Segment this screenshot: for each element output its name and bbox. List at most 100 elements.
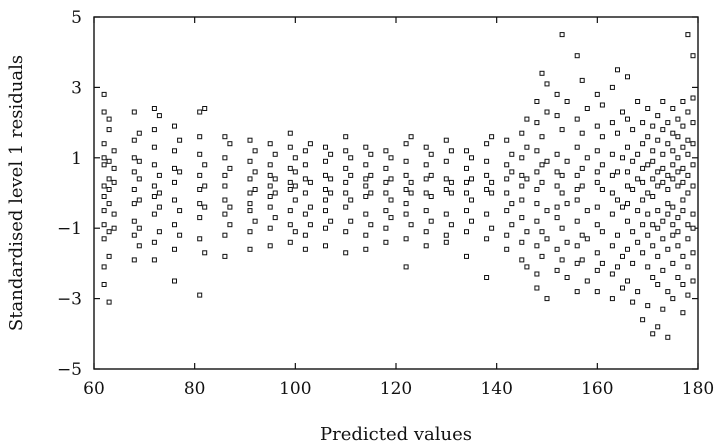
data-point: [544, 208, 550, 214]
data-point: [484, 236, 490, 242]
data-point: [403, 158, 409, 164]
data-point: [222, 134, 228, 140]
data-point: [665, 211, 671, 217]
data-point: [574, 116, 580, 122]
data-point: [559, 127, 565, 133]
data-point: [222, 253, 228, 259]
data-point: [252, 218, 258, 224]
data-point: [660, 306, 666, 312]
data-point: [348, 218, 354, 224]
data-point: [287, 144, 293, 150]
data-point: [574, 260, 580, 266]
data-point: [680, 282, 686, 287]
data-point: [564, 239, 570, 245]
data-point: [247, 201, 253, 207]
plot-frame: [93, 16, 699, 370]
data-point: [690, 120, 696, 126]
data-point: [609, 84, 615, 90]
data-point: [645, 134, 651, 140]
data-point: [594, 169, 600, 175]
data-point: [151, 127, 157, 133]
data-point: [665, 201, 671, 207]
data-point: [292, 229, 298, 235]
data-points: [101, 32, 696, 340]
data-point: [675, 169, 681, 175]
data-point: [660, 127, 666, 133]
data-point: [675, 155, 681, 161]
data-point: [665, 334, 671, 340]
data-point: [111, 211, 117, 217]
data-point: [172, 278, 177, 284]
data-point: [640, 141, 646, 147]
data-point: [177, 137, 183, 143]
data-point: [534, 99, 540, 104]
data-point: [574, 187, 580, 192]
data-point: [554, 215, 560, 221]
data-point: [363, 144, 369, 150]
data-point: [685, 236, 691, 242]
data-point: [645, 303, 651, 309]
data-point: [660, 218, 666, 224]
data-point: [685, 109, 691, 115]
data-point: [443, 176, 449, 182]
data-point: [464, 253, 469, 259]
data-point: [579, 165, 585, 171]
data-point: [101, 236, 107, 242]
data-point: [177, 169, 183, 175]
data-point: [464, 190, 469, 196]
data-point: [670, 148, 676, 154]
data-point: [484, 187, 490, 192]
data-point: [635, 239, 641, 245]
data-point: [101, 91, 107, 97]
data-point: [131, 155, 137, 161]
data-point: [131, 137, 137, 143]
data-point: [131, 218, 137, 224]
data-point: [247, 190, 253, 196]
data-point: [655, 113, 661, 119]
data-point: [544, 296, 550, 302]
data-point: [670, 260, 676, 266]
data-point: [101, 183, 107, 189]
data-point: [287, 208, 293, 214]
data-point: [343, 250, 349, 256]
data-point: [650, 194, 656, 199]
data-point: [615, 130, 620, 136]
data-point: [625, 144, 630, 150]
data-point: [106, 253, 112, 259]
data-point: [197, 236, 203, 242]
data-point: [559, 257, 565, 263]
data-point: [609, 151, 615, 157]
data-point: [675, 183, 681, 189]
data-point: [599, 229, 605, 235]
data-point: [599, 260, 605, 266]
data-point: [247, 208, 253, 214]
data-point: [625, 218, 630, 224]
data-point: [343, 134, 349, 140]
data-point: [423, 208, 429, 214]
data-point: [579, 77, 585, 83]
y-tick-label: −5: [57, 360, 82, 380]
data-point: [383, 190, 389, 196]
data-point: [287, 187, 293, 192]
data-point: [574, 289, 580, 295]
data-point: [428, 218, 434, 224]
data-point: [685, 137, 691, 143]
data-point: [423, 229, 429, 235]
data-point: [655, 324, 661, 330]
data-point: [524, 264, 530, 270]
data-point: [484, 158, 490, 164]
data-point: [368, 222, 374, 228]
data-point: [403, 236, 409, 242]
y-tick-label: −3: [57, 290, 82, 310]
data-point: [594, 204, 600, 210]
data-point: [101, 141, 107, 147]
data-point: [197, 215, 203, 221]
data-point: [423, 243, 429, 249]
data-point: [625, 74, 630, 80]
data-point: [197, 151, 203, 157]
data-point: [101, 155, 107, 161]
data-point: [151, 239, 157, 245]
data-point: [519, 172, 525, 178]
data-point: [323, 158, 328, 164]
